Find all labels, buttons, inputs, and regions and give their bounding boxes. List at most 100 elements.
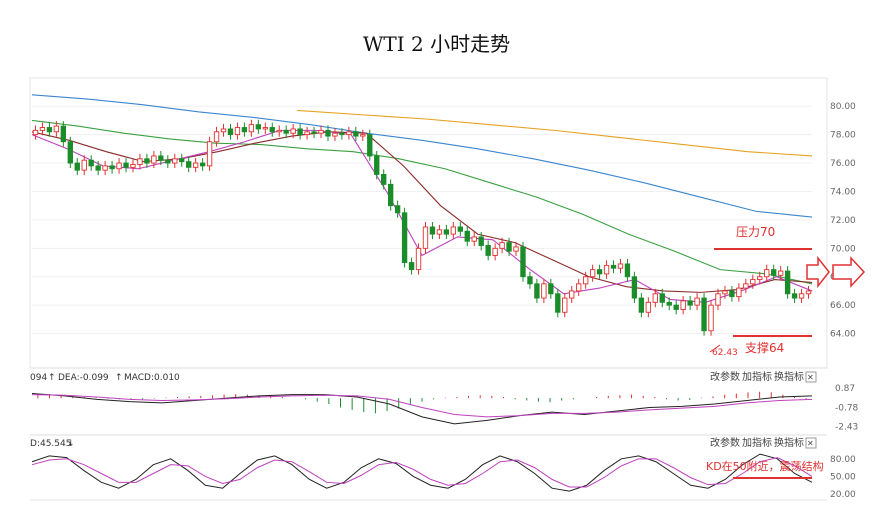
- macd-close-button[interactable]: [805, 371, 817, 383]
- candle-body: [603, 264, 610, 275]
- resistance-label: 压力70: [736, 225, 775, 239]
- candle-body: [464, 230, 470, 242]
- candle-body: [241, 127, 248, 133]
- kd-add-indicator-button[interactable]: 加指标: [742, 436, 772, 449]
- candle-body: [401, 212, 408, 263]
- macd-arrow-icon: ↑: [48, 373, 56, 383]
- candle-body: [367, 134, 373, 157]
- candle-body: [659, 293, 665, 303]
- macd-panel: 0.87 -0.78 -2.43: [31, 384, 859, 433]
- y-tick-label: 80.00: [830, 102, 856, 112]
- dea-arrow-icon: ↑: [115, 373, 123, 383]
- y-tick-label: 74.00: [830, 187, 856, 197]
- kd-note: KD在50附近，震荡结构: [706, 459, 824, 473]
- candle-body: [39, 127, 46, 131]
- candle-body: [227, 128, 234, 136]
- candle-body: [297, 128, 303, 136]
- candle-body: [46, 127, 53, 133]
- kd-y-tick-label: 50.00: [830, 472, 856, 482]
- candle-body: [798, 293, 805, 299]
- y-tick-label: 70.00: [830, 244, 856, 254]
- dea-value: DEA:-0.099: [58, 373, 109, 383]
- candle-body: [381, 173, 387, 185]
- candle-body: [144, 158, 150, 164]
- candle-body: [179, 158, 185, 163]
- macd-edit-params-button[interactable]: 改参数: [710, 370, 740, 383]
- moving-average-line: [31, 129, 813, 303]
- candle-body: [60, 125, 67, 143]
- candle-body: [701, 297, 707, 332]
- macd-y-tick-label: -0.78: [835, 403, 859, 413]
- macd-left-value: 094: [30, 373, 47, 383]
- candle-body: [631, 276, 638, 299]
- candle-body: [248, 124, 255, 133]
- candle-body: [283, 129, 289, 134]
- macd-y-tick-label: 0.87: [835, 384, 855, 394]
- candle-body: [534, 283, 540, 299]
- candle-body: [422, 226, 429, 249]
- candle-body: [638, 297, 645, 313]
- candle-body: [74, 162, 80, 171]
- candle-body: [220, 128, 227, 133]
- macd-line: [31, 394, 813, 418]
- candle-body: [576, 283, 582, 292]
- candle-body: [478, 236, 484, 246]
- candle-body: [527, 276, 533, 285]
- candle-body: [729, 290, 735, 298]
- candle-body: [708, 304, 714, 332]
- y-tick-label: 66.00: [830, 301, 856, 311]
- left-arrow-icon: [806, 255, 830, 289]
- candle-body: [325, 129, 331, 137]
- candle-body: [750, 279, 756, 285]
- candle-body: [492, 247, 498, 256]
- macd-switch-indicator-button[interactable]: 换指标: [774, 370, 804, 383]
- moving-average-line: [31, 131, 813, 293]
- candle-body: [499, 242, 505, 249]
- candle-body: [109, 165, 115, 170]
- low-price-label: 62.43: [712, 348, 738, 358]
- candle-body: [346, 131, 352, 136]
- candle-body: [213, 131, 220, 143]
- candle-body: [485, 245, 491, 256]
- candle-body: [206, 141, 213, 167]
- moving-average-line: [297, 109, 813, 157]
- candle-body: [562, 297, 568, 313]
- macd-add-indicator-button[interactable]: 加指标: [742, 370, 772, 383]
- candle-body: [520, 246, 526, 278]
- candle-body: [88, 159, 94, 167]
- candle-body: [443, 229, 450, 235]
- candle-body: [387, 183, 394, 207]
- macd-value: MACD:0.010: [124, 373, 180, 383]
- candle-body: [262, 127, 268, 130]
- candle-body: [506, 242, 512, 252]
- low-pointer: [709, 344, 721, 353]
- candle-body: [408, 262, 415, 271]
- candle-body: [290, 128, 296, 134]
- candle-body: [429, 226, 436, 235]
- candle-body: [652, 293, 658, 303]
- candle-body: [332, 132, 338, 137]
- candle-body: [158, 155, 164, 161]
- kd-edit-params-button[interactable]: 改参数: [710, 436, 740, 449]
- candle-body: [805, 290, 812, 295]
- candle-body: [645, 301, 652, 313]
- candle-body: [771, 269, 777, 276]
- macd-line: [31, 393, 813, 425]
- candle-body: [548, 283, 554, 295]
- y-tick-label: 72.00: [830, 216, 856, 226]
- candle-body: [450, 226, 457, 235]
- candle-body: [116, 162, 122, 170]
- kd-close-button[interactable]: [805, 437, 817, 449]
- macd-y-tick-label: -2.43: [835, 423, 858, 433]
- candle-body: [276, 129, 282, 133]
- candle-body: [199, 162, 206, 167]
- candle-body: [617, 263, 624, 269]
- candle-body: [67, 141, 73, 164]
- support-label: 支撑64: [745, 340, 784, 355]
- candle-body: [471, 236, 477, 242]
- kd-switch-indicator-button[interactable]: 换指标: [774, 436, 804, 449]
- candle-body: [339, 132, 345, 136]
- candle-body: [151, 155, 157, 164]
- candle-body: [374, 155, 380, 175]
- candle-body: [436, 229, 443, 235]
